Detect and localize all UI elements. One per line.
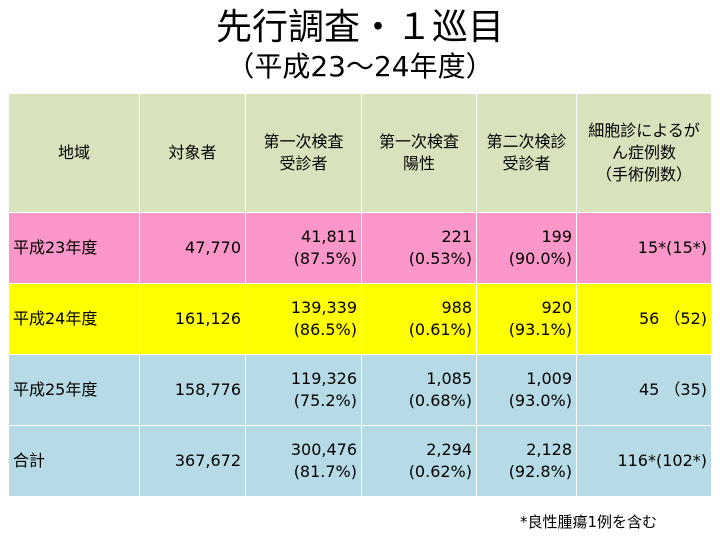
row-exam1-count: 300,476: [290, 440, 357, 459]
row-positive-rate: (0.62%): [408, 462, 472, 481]
row-positive: 221 (0.53%): [361, 212, 477, 284]
row-exam1: 119,326 (75.2%): [245, 354, 362, 426]
row-exam1-rate: (86.5%): [293, 320, 357, 339]
header-exam1-line2: 受診者: [279, 154, 328, 173]
row-positive-count: 988: [441, 298, 472, 317]
row-positive: 2,294 (0.62%): [361, 425, 477, 497]
header-positive-line2: 陽性: [402, 154, 435, 173]
header-exam2-line2: 受診者: [502, 154, 551, 173]
row-exam1: 41,811 (87.5%): [245, 212, 362, 284]
header-region-label: 地域: [57, 143, 90, 162]
row-region: 合計: [8, 425, 140, 497]
row-exam1: 139,339 (86.5%): [245, 283, 362, 355]
row-region: 平成25年度: [8, 354, 140, 426]
row-exam2-rate: (93.1%): [508, 320, 572, 339]
header-cancer-line2: ん症例数: [611, 143, 676, 162]
row-exam1-count: 119,326: [290, 369, 357, 388]
row-exam2-count: 199: [541, 227, 572, 246]
row-exam2-count: 2,128: [526, 440, 572, 459]
header-target-label: 対象者: [168, 143, 217, 162]
row-exam1-count: 41,811: [301, 227, 357, 246]
page-title: 先行調査・１巡目: [215, 7, 504, 48]
row-cancer: 15*(15*): [576, 212, 712, 284]
row-exam2-count: 1,009: [526, 369, 572, 388]
row-exam2: 1,009 (93.0%): [476, 354, 577, 426]
row-target: 158,776: [139, 354, 246, 426]
row-exam1-count: 139,339: [290, 298, 357, 317]
table-row: 平成24年度 161,126 139,339 (86.5%) 988 (0.61…: [8, 283, 712, 355]
header-exam1-line1: 第一次検査: [263, 132, 344, 151]
row-exam2-count: 920: [541, 298, 572, 317]
row-positive-rate: (0.61%): [408, 320, 472, 339]
row-exam2: 920 (93.1%): [476, 283, 577, 355]
row-exam1-rate: (75.2%): [293, 391, 357, 410]
table-row-total: 合計 367,672 300,476 (81.7%) 2,294 (0.62%)…: [8, 425, 712, 497]
row-cancer: 45 （35): [576, 354, 712, 426]
row-positive: 1,085 (0.68%): [361, 354, 477, 426]
row-positive-count: 221: [441, 227, 472, 246]
table-row: 平成25年度 158,776 119,326 (75.2%) 1,085 (0.…: [8, 354, 712, 426]
row-region: 平成24年度: [8, 283, 140, 355]
row-exam2-rate: (93.0%): [508, 391, 572, 410]
header-positive-line1: 第一次検査: [378, 132, 459, 151]
row-positive: 988 (0.61%): [361, 283, 477, 355]
row-exam1: 300,476 (81.7%): [245, 425, 362, 497]
row-exam2-rate: (90.0%): [508, 249, 572, 268]
row-positive-rate: (0.68%): [408, 391, 472, 410]
row-cancer: 56 （52): [576, 283, 712, 355]
header-cancer-line3: （手術例数）: [595, 165, 692, 184]
table-header-row: 地域 対象者 第一次検査 受診者 第一次検査 陽性 第二次検診 受診者 細胞診に…: [8, 93, 712, 213]
header-exam2: 第二次検診 受診者: [476, 93, 577, 213]
header-cancer-line1: 細胞診によるが: [588, 121, 700, 140]
header-exam1: 第一次検査 受診者: [245, 93, 362, 213]
header-region: 地域: [8, 93, 140, 213]
header-target: 対象者: [139, 93, 246, 213]
row-target: 367,672: [139, 425, 246, 497]
header-exam2-line1: 第二次検診: [486, 132, 567, 151]
row-exam1-rate: (87.5%): [293, 249, 357, 268]
row-positive-count: 2,294: [426, 440, 472, 459]
header-positive: 第一次検査 陽性: [361, 93, 477, 213]
row-cancer: 116*(102*): [576, 425, 712, 497]
row-positive-rate: (0.53%): [408, 249, 472, 268]
row-target: 161,126: [139, 283, 246, 355]
row-exam1-rate: (81.7%): [293, 462, 357, 481]
row-exam2: 199 (90.0%): [476, 212, 577, 284]
footnote: *良性腫瘍1例を含む: [519, 513, 657, 531]
row-region: 平成23年度: [8, 212, 140, 284]
row-exam2: 2,128 (92.8%): [476, 425, 577, 497]
page-subtitle: （平成23〜24年度）: [226, 50, 494, 83]
row-target: 47,770: [139, 212, 246, 284]
table-row: 平成23年度 47,770 41,811 (87.5%) 221 (0.53%)…: [8, 212, 712, 284]
header-cancer: 細胞診によるが ん症例数 （手術例数）: [576, 93, 712, 213]
row-positive-count: 1,085: [426, 369, 472, 388]
results-table: 地域 対象者 第一次検査 受診者 第一次検査 陽性 第二次検診 受診者 細胞診に…: [8, 93, 712, 497]
row-exam2-rate: (92.8%): [508, 462, 572, 481]
